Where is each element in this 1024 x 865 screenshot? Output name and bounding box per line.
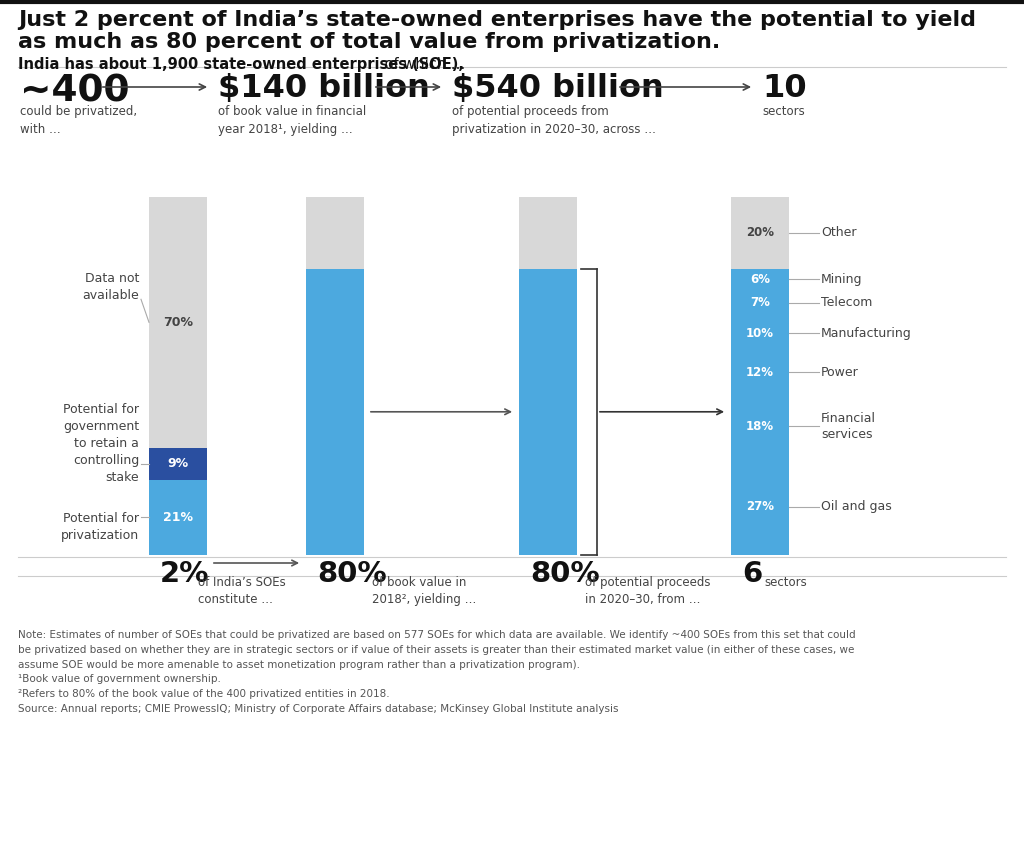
- Text: Data not
available: Data not available: [82, 272, 139, 302]
- Text: 27%: 27%: [746, 500, 774, 513]
- Text: could be privatized,
with …: could be privatized, with …: [20, 105, 137, 136]
- Text: 80%: 80%: [317, 560, 387, 588]
- Text: 7%: 7%: [750, 296, 770, 309]
- Text: 10%: 10%: [746, 327, 774, 340]
- Text: of potential proceeds from
privatization in 2020–30, across …: of potential proceeds from privatization…: [452, 105, 656, 136]
- Bar: [150, 197, 207, 447]
- Bar: [519, 197, 577, 269]
- Text: 80%: 80%: [530, 560, 600, 588]
- Text: 9%: 9%: [168, 458, 188, 471]
- Text: Power: Power: [821, 366, 859, 379]
- Text: $540 billion: $540 billion: [452, 73, 664, 104]
- Text: 6%: 6%: [750, 272, 770, 285]
- Text: Financial
services: Financial services: [821, 412, 876, 440]
- Bar: [150, 480, 207, 555]
- Bar: [306, 269, 364, 555]
- Text: $140 billion: $140 billion: [218, 73, 430, 104]
- Text: 6: 6: [742, 560, 762, 588]
- Text: Mining: Mining: [821, 272, 862, 285]
- Text: Other: Other: [821, 227, 856, 240]
- Text: Note: Estimates of number of SOEs that could be privatized are based on 577 SOEs: Note: Estimates of number of SOEs that c…: [18, 630, 856, 714]
- Text: ~400: ~400: [20, 73, 129, 109]
- Text: sectors: sectors: [762, 105, 805, 118]
- Bar: [731, 315, 790, 351]
- Bar: [731, 290, 790, 315]
- Text: Potential for
government
to retain a
controlling
stake: Potential for government to retain a con…: [62, 403, 139, 484]
- Text: Just 2 percent of India’s state-owned enterprises have the potential to yield: Just 2 percent of India’s state-owned en…: [18, 10, 976, 30]
- Text: of India’s SOEs
constitute …: of India’s SOEs constitute …: [198, 576, 286, 606]
- Bar: [519, 269, 577, 555]
- Text: of book value in financial
year 2018¹, yielding …: of book value in financial year 2018¹, y…: [218, 105, 367, 136]
- Text: Oil and gas: Oil and gas: [821, 500, 892, 513]
- Text: 20%: 20%: [746, 227, 774, 240]
- Text: of potential proceeds
in 2020–30, from …: of potential proceeds in 2020–30, from …: [585, 576, 711, 606]
- Text: 18%: 18%: [745, 420, 774, 432]
- Text: of which …: of which …: [380, 57, 465, 72]
- Bar: [731, 269, 790, 290]
- Bar: [731, 458, 790, 555]
- Text: sectors: sectors: [764, 576, 807, 589]
- Text: 21%: 21%: [163, 511, 193, 524]
- Bar: [731, 351, 790, 394]
- Text: 12%: 12%: [746, 366, 774, 379]
- Text: Potential for
privatization: Potential for privatization: [60, 512, 139, 542]
- Text: 10: 10: [762, 73, 807, 104]
- Text: Telecom: Telecom: [821, 296, 872, 309]
- Bar: [731, 394, 790, 458]
- Text: India has about 1,900 state-owned enterprises (SOE),: India has about 1,900 state-owned enterp…: [18, 57, 464, 72]
- Text: of book value in
2018², yielding …: of book value in 2018², yielding …: [372, 576, 476, 606]
- Bar: [150, 447, 207, 480]
- Text: as much as 80 percent of total value from privatization.: as much as 80 percent of total value fro…: [18, 32, 720, 52]
- Bar: [306, 197, 364, 269]
- Bar: [731, 197, 790, 269]
- Text: 70%: 70%: [163, 316, 193, 329]
- Text: 2%: 2%: [160, 560, 209, 588]
- Text: Manufacturing: Manufacturing: [821, 327, 911, 340]
